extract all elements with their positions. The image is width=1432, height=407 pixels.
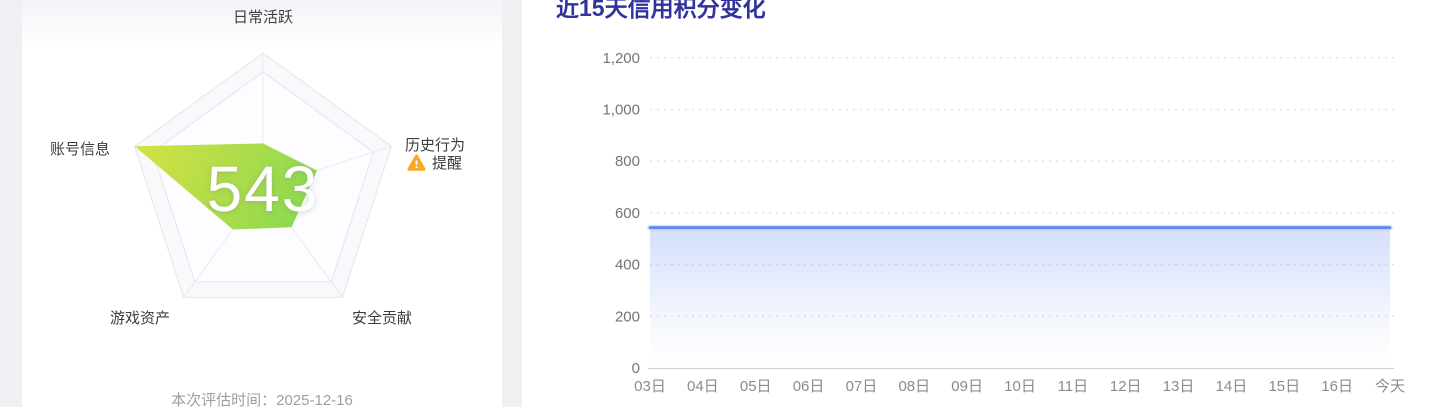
svg-text:11日: 11日 (1058, 378, 1089, 395)
panel-divider (502, 0, 522, 407)
radar-axis-account-info: 账号信息 (50, 141, 111, 158)
svg-text:200: 200 (615, 308, 640, 325)
svg-text:0: 0 (632, 360, 640, 377)
svg-text:03日: 03日 (634, 378, 666, 395)
warning-triangle-icon (407, 154, 426, 171)
svg-text:13日: 13日 (1163, 378, 1195, 395)
svg-text:600: 600 (615, 205, 640, 222)
svg-text:10日: 10日 (1004, 378, 1036, 395)
warning-label: 提醒 (432, 155, 463, 172)
credit-trend-panel: 近15天信用积分变化 0 200 400 600 800 1,000 1,200 03日 04日… (522, 0, 1432, 407)
radar-axis-history-behavior: 历史行为 (405, 137, 466, 154)
svg-text:09日: 09日 (951, 378, 983, 395)
svg-text:12日: 12日 (1110, 378, 1142, 395)
svg-text:06日: 06日 (793, 378, 825, 395)
evaluation-time-text: 本次评估时间：2025-12-16 (171, 392, 353, 407)
svg-text:14日: 14日 (1216, 378, 1248, 395)
radar-chart (134, 52, 392, 298)
svg-text:1,000: 1,000 (602, 102, 640, 119)
svg-text:今天: 今天 (1375, 378, 1405, 395)
history-warning-badge: 提醒 (407, 152, 462, 173)
credit-trend-line-chart: 0 200 400 600 800 1,000 1,200 03日 04日 05日 06日 07日 08… (602, 50, 1405, 395)
radar-axis-security-contribution: 安全贡献 (352, 310, 413, 327)
trend-chart-title: 近15天信用积分变化 (556, 0, 766, 21)
svg-text:07日: 07日 (846, 378, 878, 395)
svg-text:800: 800 (615, 153, 640, 170)
radar-axis-game-assets: 游戏资产 (110, 310, 171, 327)
svg-text:16日: 16日 (1321, 378, 1353, 395)
radar-axis-daily-activity: 日常活跃 (232, 9, 293, 26)
svg-text:04日: 04日 (687, 378, 719, 395)
svg-text:15日: 15日 (1268, 378, 1300, 395)
svg-text:08日: 08日 (898, 378, 930, 395)
svg-text:400: 400 (615, 257, 640, 274)
svg-text:1,200: 1,200 (602, 50, 640, 67)
credit-radar-panel: 日常活跃 历史行为 安全贡献 游戏资产 账号信息 提醒 543 本次评估时间：2… (22, 0, 502, 407)
svg-text:05日: 05日 (740, 378, 772, 395)
credit-score-value: 543 (206, 153, 320, 225)
